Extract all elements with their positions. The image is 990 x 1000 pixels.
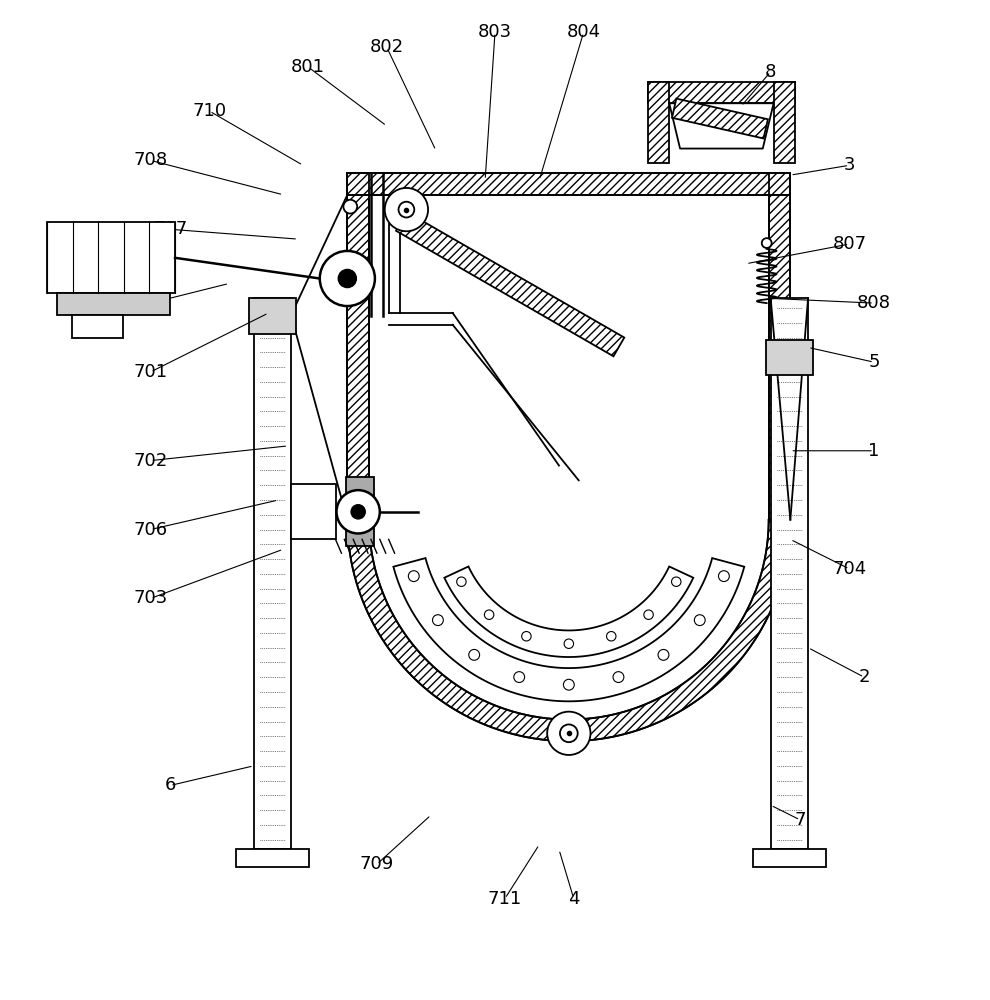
Circle shape <box>694 615 705 626</box>
Text: 701: 701 <box>134 363 167 381</box>
Circle shape <box>344 200 357 214</box>
Circle shape <box>607 632 616 641</box>
Circle shape <box>564 639 573 648</box>
Bar <box>56 293 170 315</box>
Text: 6: 6 <box>164 776 176 794</box>
Circle shape <box>658 649 669 660</box>
Text: 3: 3 <box>843 156 855 174</box>
Bar <box>48 222 175 293</box>
Text: 703: 703 <box>134 589 167 607</box>
Polygon shape <box>347 520 790 741</box>
Bar <box>347 173 790 195</box>
Text: 709: 709 <box>359 855 394 873</box>
Circle shape <box>399 202 414 217</box>
Bar <box>768 195 790 520</box>
Text: 5: 5 <box>868 353 880 371</box>
FancyArrowPatch shape <box>677 109 763 128</box>
Text: 704: 704 <box>833 560 866 578</box>
Circle shape <box>339 270 356 287</box>
Bar <box>770 298 808 849</box>
Bar <box>346 477 374 546</box>
Circle shape <box>719 571 730 582</box>
Bar <box>396 212 625 356</box>
Bar <box>71 315 123 338</box>
Circle shape <box>337 490 380 533</box>
Text: 808: 808 <box>857 294 891 312</box>
Bar <box>765 340 813 375</box>
Bar <box>236 849 309 867</box>
Bar <box>647 82 795 103</box>
Bar <box>248 298 296 334</box>
Polygon shape <box>445 566 693 657</box>
Bar <box>672 99 768 138</box>
Text: 8: 8 <box>765 63 776 81</box>
Circle shape <box>671 577 681 586</box>
Circle shape <box>560 724 578 742</box>
Text: 707: 707 <box>153 220 187 238</box>
Circle shape <box>351 505 365 519</box>
Circle shape <box>320 251 375 306</box>
Text: 4: 4 <box>568 890 579 908</box>
Text: 711: 711 <box>488 890 522 908</box>
Circle shape <box>385 188 428 231</box>
Circle shape <box>613 672 624 682</box>
Circle shape <box>522 632 531 641</box>
Circle shape <box>644 610 653 619</box>
Text: 706: 706 <box>134 521 167 539</box>
Circle shape <box>456 577 466 586</box>
Text: 804: 804 <box>566 23 601 41</box>
Bar <box>291 484 336 539</box>
Polygon shape <box>669 103 773 149</box>
Circle shape <box>563 679 574 690</box>
Text: 802: 802 <box>369 38 404 56</box>
Text: 1: 1 <box>868 442 880 460</box>
Text: 803: 803 <box>478 23 512 41</box>
Text: 801: 801 <box>291 58 325 76</box>
Bar <box>253 298 291 849</box>
Bar <box>647 82 669 163</box>
Text: 702: 702 <box>134 452 167 470</box>
Circle shape <box>514 672 525 682</box>
Text: 7: 7 <box>794 811 806 829</box>
Bar <box>753 849 826 867</box>
Polygon shape <box>393 558 744 701</box>
Circle shape <box>408 571 419 582</box>
Text: 2: 2 <box>858 668 870 686</box>
Text: 807: 807 <box>833 235 866 253</box>
Text: 710: 710 <box>192 102 227 120</box>
Bar <box>773 82 795 163</box>
Text: 708: 708 <box>134 151 167 169</box>
Circle shape <box>761 238 771 248</box>
Text: 705: 705 <box>134 294 167 312</box>
Bar <box>347 195 369 520</box>
Circle shape <box>433 615 444 626</box>
Circle shape <box>547 712 590 755</box>
Circle shape <box>484 610 494 619</box>
Circle shape <box>469 649 479 660</box>
